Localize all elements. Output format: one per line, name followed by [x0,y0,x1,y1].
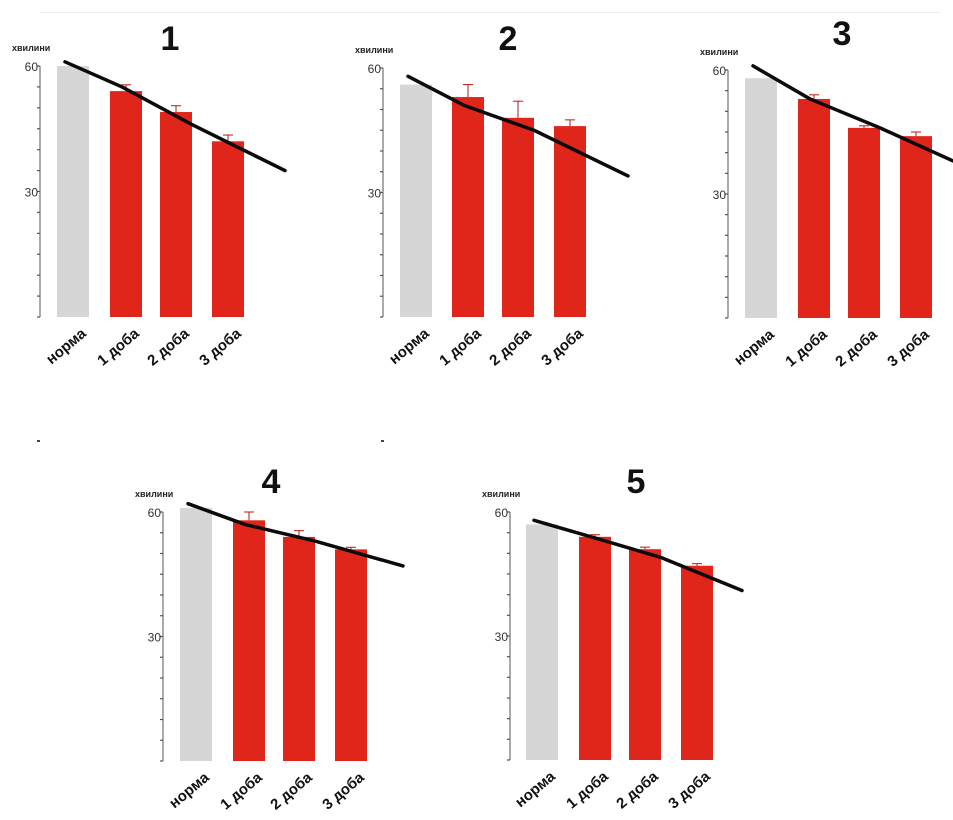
panel-number: 5 [627,463,646,501]
y-axis-label: хвилини [700,47,738,57]
trend-line [63,60,287,173]
category-label: 1 доба [217,769,266,814]
category-label: норма [43,325,90,368]
category-label: 3 доба [538,325,587,370]
y-axis-label: хвилини [135,489,173,499]
bar [110,91,142,317]
y-tick-label: 30 [148,631,162,645]
bar [160,112,192,318]
trend-line [751,64,953,163]
category-label: норма [166,769,213,812]
y-tick-label: 30 [25,186,39,200]
y-tick-label: 60 [148,506,162,520]
bar [848,127,880,318]
category-label: 1 доба [94,325,143,370]
bar [452,97,484,317]
category-label: 3 доба [319,769,368,814]
bar [283,536,315,761]
category-label: 2 доба [267,769,316,814]
stray-mark [37,440,40,442]
category-label: 1 доба [436,325,485,370]
panel-number: 3 [833,15,852,53]
y-axis-label: хвилини [355,45,393,55]
trend-line [186,501,405,568]
bar [180,507,212,761]
category-label: 2 доба [144,325,193,370]
category-label: 3 доба [884,326,933,371]
bar [798,98,830,318]
category-label: 1 доба [782,326,831,371]
bar [502,117,534,317]
bar [745,78,777,319]
category-label: норма [512,768,559,811]
category-label: 2 доба [613,768,662,813]
bar [400,84,432,317]
trend-line [532,518,744,593]
bar [233,520,265,761]
y-tick-label: 60 [25,60,39,74]
y-tick-label: 30 [368,187,382,201]
bar [681,565,713,760]
bar [554,126,586,317]
y-tick-label: 30 [713,188,727,202]
bar [212,141,244,317]
category-label: 3 доба [665,768,714,813]
bar [335,549,367,761]
panel-number: 1 [161,20,180,58]
bar [579,536,611,760]
panel-number: 4 [262,463,281,501]
y-tick-label: 60 [368,62,382,76]
y-tick-label: 30 [495,630,509,644]
panel-number: 2 [499,20,518,58]
category-label: 2 доба [486,325,535,370]
bar [900,136,932,318]
category-label: 3 доба [196,325,245,370]
bar [526,524,558,760]
y-tick-label: 60 [495,506,509,520]
y-axis-label: хвилини [12,43,50,53]
category-label: 2 доба [832,326,881,371]
bar [57,66,89,317]
category-label: норма [386,325,433,368]
bar [629,549,661,760]
y-axis-label: хвилини [482,489,520,499]
y-tick-label: 60 [713,64,727,78]
category-label: 1 доба [563,768,612,813]
category-label: норма [731,326,778,369]
top-divider-line [40,12,940,13]
stray-mark [381,440,384,442]
trend-line [406,74,630,178]
